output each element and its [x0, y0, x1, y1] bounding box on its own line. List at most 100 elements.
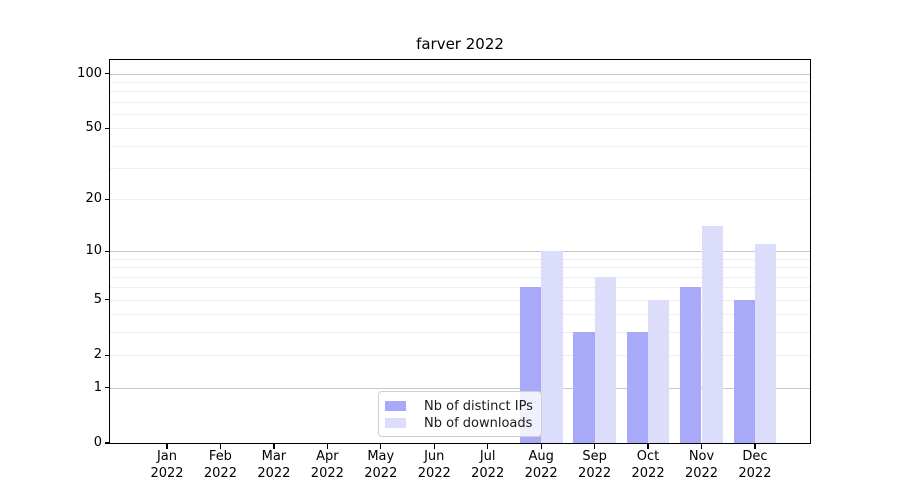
y-tick-label: 10: [85, 243, 102, 259]
gridline-minor: [110, 267, 810, 269]
x-tick-mark: [219, 444, 222, 449]
gridline-minor: [110, 199, 810, 201]
gridline-minor: [110, 145, 810, 147]
x-tick-month: Jan: [156, 449, 178, 464]
y-tick-mark: [105, 73, 110, 75]
gridline-minor: [110, 82, 810, 84]
x-tick-label: Aug 2022: [509, 449, 573, 482]
y-tick-label: 20: [85, 191, 102, 207]
bar: [541, 251, 563, 443]
x-tick-mark: [380, 444, 382, 449]
bar: [754, 244, 777, 443]
y-tick-mark: [105, 299, 110, 301]
x-tick-mark: [433, 444, 435, 449]
x-tick-label: May 2022: [349, 449, 413, 482]
x-tick-year: 2022: [738, 465, 772, 481]
y-tick-mark: [105, 354, 110, 356]
y-tick-label: 50: [85, 120, 102, 136]
x-tick-year: 2022: [203, 465, 237, 481]
x-tick-year: 2022: [471, 465, 505, 481]
x-tick-year: 2022: [257, 465, 291, 481]
x-tick-mark: [647, 444, 649, 449]
legend-entry: Nb of downloads: [385, 415, 533, 431]
x-tick-year: 2022: [417, 465, 451, 481]
y-tick-label: 0: [93, 435, 102, 450]
bar: [573, 332, 595, 443]
x-tick-month: Mar: [261, 449, 287, 464]
bar: [701, 226, 723, 443]
y-tick-label: 2: [93, 347, 102, 363]
gridline-minor: [110, 276, 810, 278]
x-tick-mark: [273, 444, 275, 449]
x-tick-year: 2022: [524, 465, 558, 481]
y-tick-label: 1: [93, 379, 102, 395]
gridline-major: [110, 387, 810, 389]
x-tick-month: Jul: [479, 449, 496, 464]
x-tick-mark: [166, 444, 168, 449]
legend-entry: Nb of distinct IPs: [385, 398, 533, 414]
x-tick-mark: [700, 444, 703, 449]
bar: [648, 299, 670, 443]
x-tick-month: May: [367, 449, 395, 464]
x-tick-label: Jan 2022: [135, 449, 199, 482]
x-tick-month: Feb: [208, 449, 232, 464]
legend: Nb of distinct IPs Nb of downloads: [378, 391, 542, 437]
x-tick-month: Oct: [636, 449, 660, 464]
x-tick-label: Apr 2022: [295, 449, 359, 482]
legend-label: Nb of downloads: [424, 415, 533, 431]
x-tick-year: 2022: [150, 465, 184, 481]
gridline-minor: [110, 258, 810, 260]
gridline-minor: [110, 128, 810, 130]
x-tick-month: Apr: [316, 449, 339, 464]
gridline-minor: [110, 299, 810, 301]
x-tick-label: Nov 2022: [670, 449, 734, 482]
x-tick-label: Feb 2022: [188, 449, 252, 482]
gridline-minor: [110, 101, 810, 103]
x-tick-month: Nov: [688, 449, 715, 464]
x-tick-mark: [594, 444, 596, 449]
x-tick-month: Aug: [528, 449, 554, 464]
x-tick-label: Mar 2022: [242, 449, 306, 482]
y-tick-mark: [105, 127, 110, 130]
x-tick-year: 2022: [310, 465, 344, 481]
x-tick-year: 2022: [578, 465, 612, 481]
x-tick-month: Dec: [742, 449, 768, 464]
x-tick-month: Sep: [582, 449, 607, 464]
x-tick-label: Oct 2022: [616, 449, 680, 482]
y-tick-label: 100: [77, 65, 102, 81]
x-tick-mark: [487, 444, 489, 449]
x-tick-label: Jun 2022: [402, 449, 466, 482]
gridline-minor: [110, 332, 810, 334]
bar: [594, 276, 616, 443]
gridline-minor: [110, 168, 810, 170]
gridline-minor: [110, 114, 810, 116]
legend-swatch: [385, 401, 406, 411]
y-tick-mark: [105, 442, 110, 444]
x-tick-year: 2022: [684, 465, 719, 481]
x-tick-mark: [754, 444, 756, 449]
chart-title: farver 2022: [416, 35, 504, 53]
x-tick-label: Jul 2022: [456, 449, 520, 482]
bar: [680, 287, 702, 443]
x-tick-month: Jun: [424, 449, 445, 464]
x-tick-mark: [326, 444, 329, 449]
x-tick-year: 2022: [364, 465, 398, 481]
x-tick-label: Sep 2022: [563, 449, 627, 482]
gridline-minor: [110, 287, 810, 289]
bar: [733, 299, 755, 443]
y-tick-mark: [105, 386, 110, 389]
bar: [626, 332, 649, 443]
x-tick-mark: [540, 444, 542, 449]
y-tick-mark: [105, 250, 110, 252]
gridline-minor: [110, 355, 810, 357]
x-tick-year: 2022: [631, 465, 665, 481]
y-tick-label: 5: [93, 291, 102, 307]
gridline-minor: [110, 314, 810, 316]
gridline-major: [110, 73, 810, 75]
y-tick-mark: [105, 198, 110, 201]
x-tick-label: Dec 2022: [723, 449, 787, 482]
legend-label: Nb of distinct IPs: [424, 398, 533, 414]
gridline-major: [110, 251, 810, 253]
